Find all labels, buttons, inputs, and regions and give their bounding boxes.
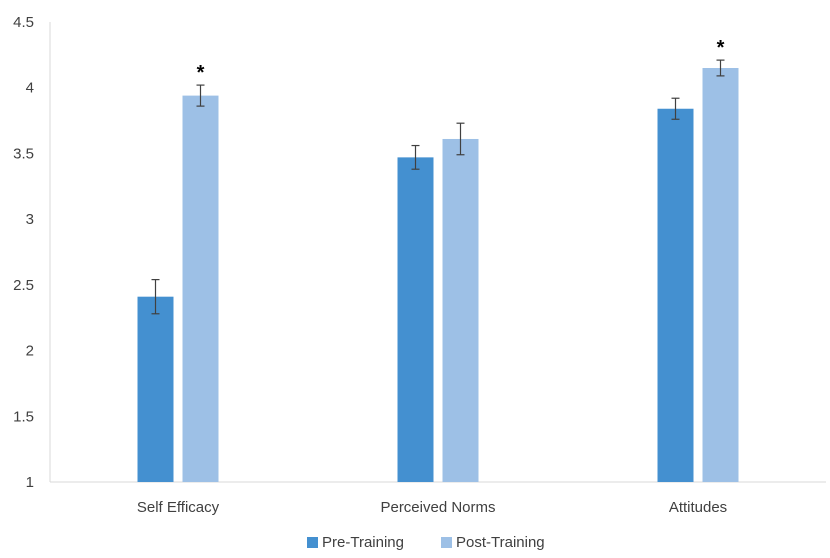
bar-pre-training-2 [657,108,694,482]
error-bar-pre-training-0 [151,279,160,315]
legend-swatch-pre-training [307,537,318,548]
legend: Pre-Training Post-Training [307,534,545,551]
y-tick-label: 2.5 [13,277,34,294]
error-bars [151,59,725,315]
error-bar-pre-training-2 [671,97,680,120]
significance-markers: ** [197,37,725,84]
bar-post-training-1 [442,138,479,482]
y-tick-label: 4 [26,80,34,97]
bar-pre-training-1 [397,157,434,482]
bar-pre-training-0 [137,296,174,482]
y-tick-label: 4.5 [13,14,34,31]
y-tick-label: 1 [26,474,34,491]
y-axis-tick-labels: 1 1.5 2 2.5 3 3.5 4 4.5 [13,14,34,491]
y-tick-label: 3 [26,211,34,228]
bars [137,68,739,482]
y-tick-label: 2 [26,343,34,360]
y-tick-label: 1.5 [13,408,34,425]
significance-asterisk: * [717,37,725,59]
x-axis-category-labels: Self Efficacy Perceived Norms Attitudes [137,499,727,516]
x-category-label: Self Efficacy [137,499,220,516]
error-bar-pre-training-1 [411,144,420,170]
bar-post-training-2 [702,68,739,482]
x-category-label: Attitudes [669,499,727,516]
error-bar-post-training-0 [196,84,205,107]
legend-label-post-training: Post-Training [456,534,545,551]
legend-swatch-post-training [441,537,452,548]
x-category-label: Perceived Norms [380,499,495,516]
legend-label-pre-training: Pre-Training [322,534,404,551]
significance-asterisk: * [197,62,205,84]
y-tick-label: 3.5 [13,145,34,162]
bar-post-training-0 [182,95,219,482]
error-bar-post-training-2 [716,59,725,77]
error-bar-post-training-1 [456,122,465,156]
